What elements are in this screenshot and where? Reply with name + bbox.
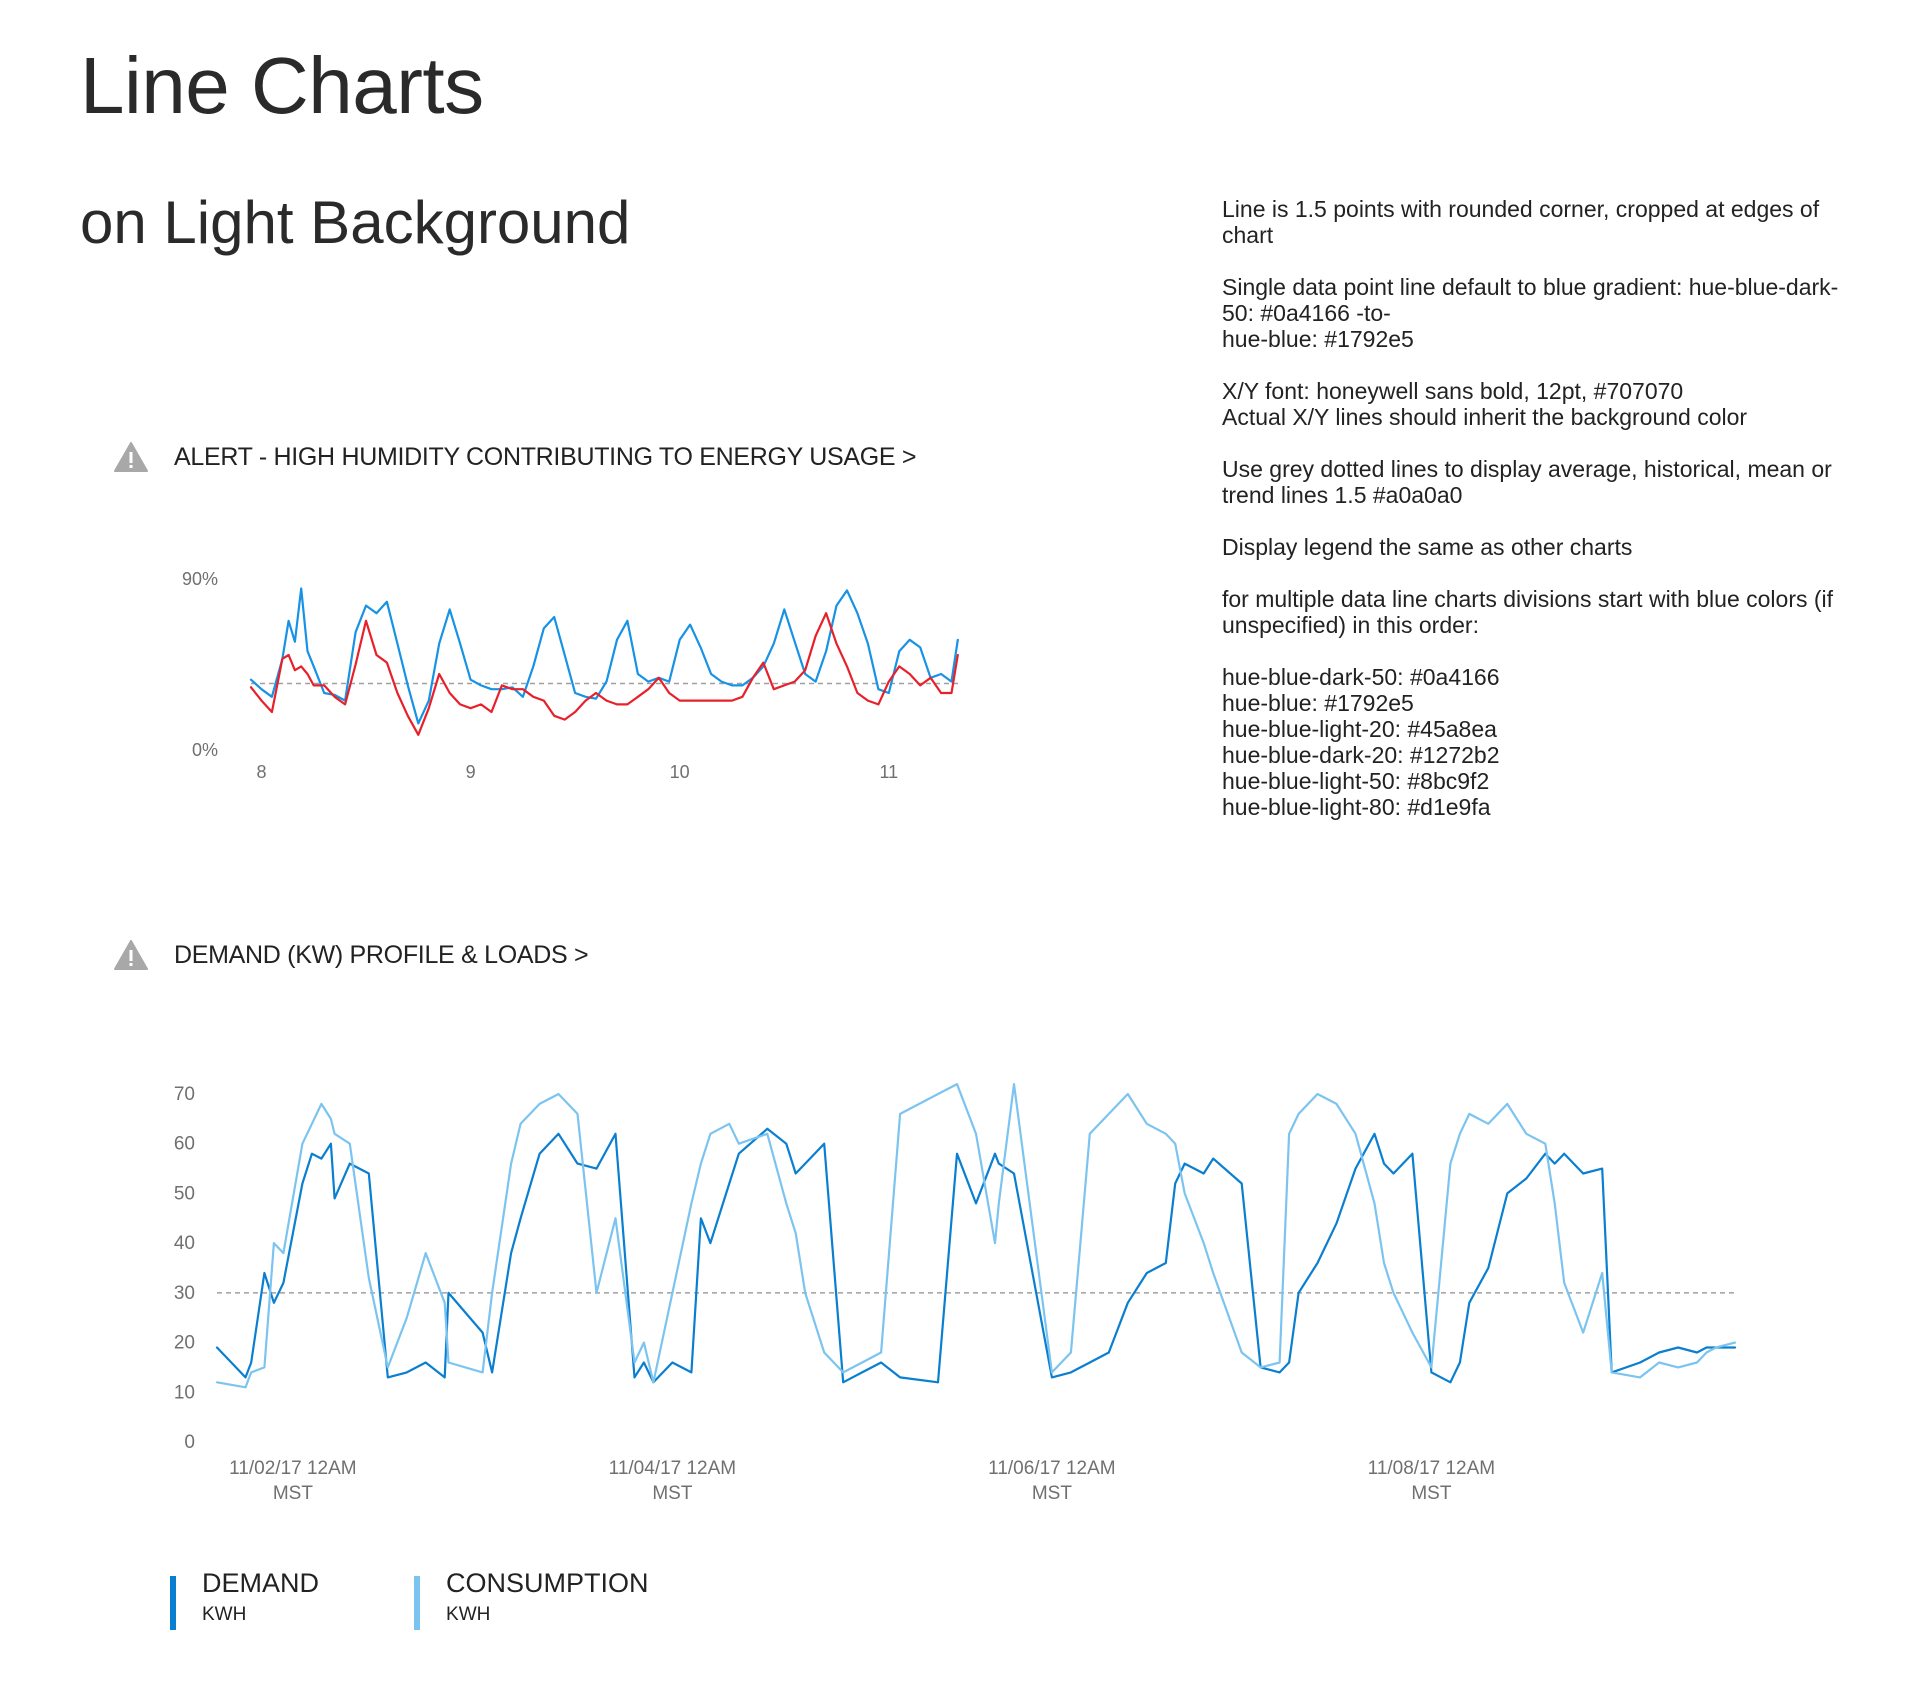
warning-icon <box>114 442 148 472</box>
page-title: Line Charts <box>80 41 484 130</box>
note-line-style: Line is 1.5 points with rounded corner, … <box>1222 196 1820 248</box>
plot-area: 0% 90% 8 9 10 11 <box>182 569 962 782</box>
y-tick-label: 30 <box>174 1283 195 1304</box>
note-axis-font: X/Y font: honeywell sans bold, 12pt, #70… <box>1222 378 1748 430</box>
x-tick-label: 11 <box>879 762 898 782</box>
x-tick-label: MST <box>273 1483 314 1504</box>
y-tick-label: 0 <box>184 1432 195 1453</box>
x-tick-label: MST <box>1411 1483 1452 1504</box>
y-tick-label: 20 <box>174 1333 195 1354</box>
x-tick-label: 10 <box>670 762 690 782</box>
note-single-line-gradient: Single data point line default to blue g… <box>1222 274 1839 352</box>
note-average-lines: Use grey dotted lines to display average… <box>1222 456 1832 508</box>
y-tick-label: 70 <box>174 1084 195 1105</box>
x-tick-label: 11/04/17 12AM <box>609 1458 736 1479</box>
humidity-alert-link[interactable]: ALERT - HIGH HUMIDITY CONTRIBUTING TO EN… <box>114 442 916 472</box>
legend-name: DEMAND <box>202 1568 320 1598</box>
y-tick-label: 40 <box>174 1233 195 1254</box>
y-tick-label: 90% <box>182 569 218 589</box>
chart-legend: DEMAND KWH CONSUMPTION KWH <box>170 1568 744 1630</box>
chart-title: ALERT - HIGH HUMIDITY CONTRIBUTING TO EN… <box>174 442 917 471</box>
series-line-1 <box>249 587 959 725</box>
x-tick-label: 9 <box>466 762 476 782</box>
x-tick-label: 8 <box>256 762 266 782</box>
x-tick-label: MST <box>1032 1483 1073 1504</box>
warning-icon <box>114 940 148 970</box>
x-tick-label: 11/08/17 12AM <box>1368 1458 1495 1479</box>
note-multi-line-order: for multiple data line charts divisions … <box>1222 586 1834 638</box>
series-line-consumption <box>215 1082 1737 1389</box>
y-tick-label: 60 <box>174 1134 195 1155</box>
y-tick-label: 10 <box>174 1382 195 1403</box>
plot-area: 0 10 20 30 40 50 60 70 11/02/17 12AM MST 11/04/17 … <box>174 1082 1737 1504</box>
legend-item-consumption[interactable]: CONSUMPTION KWH <box>414 1568 649 1630</box>
note-legend: Display legend the same as other charts <box>1222 534 1633 560</box>
x-tick-label: 11/06/17 12AM <box>988 1458 1115 1479</box>
chart-title: DEMAND (KW) PROFILE & LOADS > <box>174 940 589 969</box>
legend-item-demand[interactable]: DEMAND KWH <box>170 1568 319 1630</box>
y-tick-label: 50 <box>174 1183 195 1204</box>
page-subtitle: on Light Background <box>80 189 631 256</box>
legend-unit: KWH <box>446 1604 491 1625</box>
legend-name: CONSUMPTION <box>446 1568 649 1598</box>
legend-unit: KWH <box>202 1604 247 1625</box>
legend-swatch-consumption <box>414 1576 421 1630</box>
x-tick-label: MST <box>652 1483 693 1504</box>
series-line-2 <box>249 612 959 736</box>
demand-profile-link[interactable]: DEMAND (KW) PROFILE & LOADS > <box>114 940 589 970</box>
spec-notes: Line is 1.5 points with rounded corner, … <box>1222 196 1842 820</box>
y-tick-label: 0% <box>192 740 218 760</box>
series-line-demand <box>215 1127 1737 1384</box>
legend-swatch-demand <box>170 1576 176 1630</box>
note-color-list: hue-blue-dark-50: #0a4166 hue-blue: #179… <box>1222 664 1500 820</box>
x-tick-label: 11/02/17 12AM <box>229 1458 356 1479</box>
